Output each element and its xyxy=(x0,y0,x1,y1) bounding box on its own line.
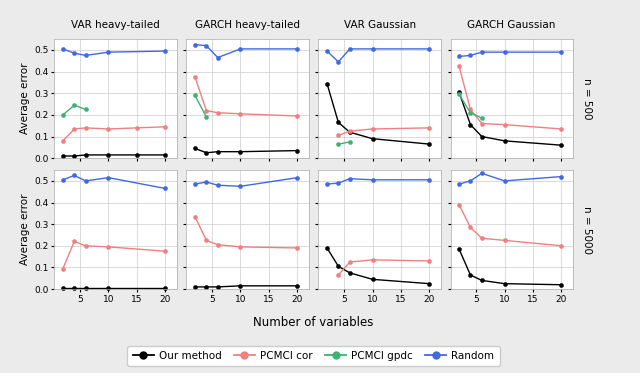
Text: VAR Gaussian: VAR Gaussian xyxy=(344,20,416,30)
Text: VAR heavy-tailed: VAR heavy-tailed xyxy=(71,20,160,30)
Text: n = 5000: n = 5000 xyxy=(582,206,592,254)
Y-axis label: Average error: Average error xyxy=(20,63,30,134)
Y-axis label: Average error: Average error xyxy=(20,194,30,265)
Text: GARCH heavy-tailed: GARCH heavy-tailed xyxy=(195,20,300,30)
Text: GARCH Gaussian: GARCH Gaussian xyxy=(467,20,556,30)
Text: n = 500: n = 500 xyxy=(582,78,592,119)
Legend: Our method, PCMCI cor, PCMCI gpdc, Random: Our method, PCMCI cor, PCMCI gpdc, Rando… xyxy=(127,345,500,366)
Text: Number of variables: Number of variables xyxy=(253,316,374,329)
